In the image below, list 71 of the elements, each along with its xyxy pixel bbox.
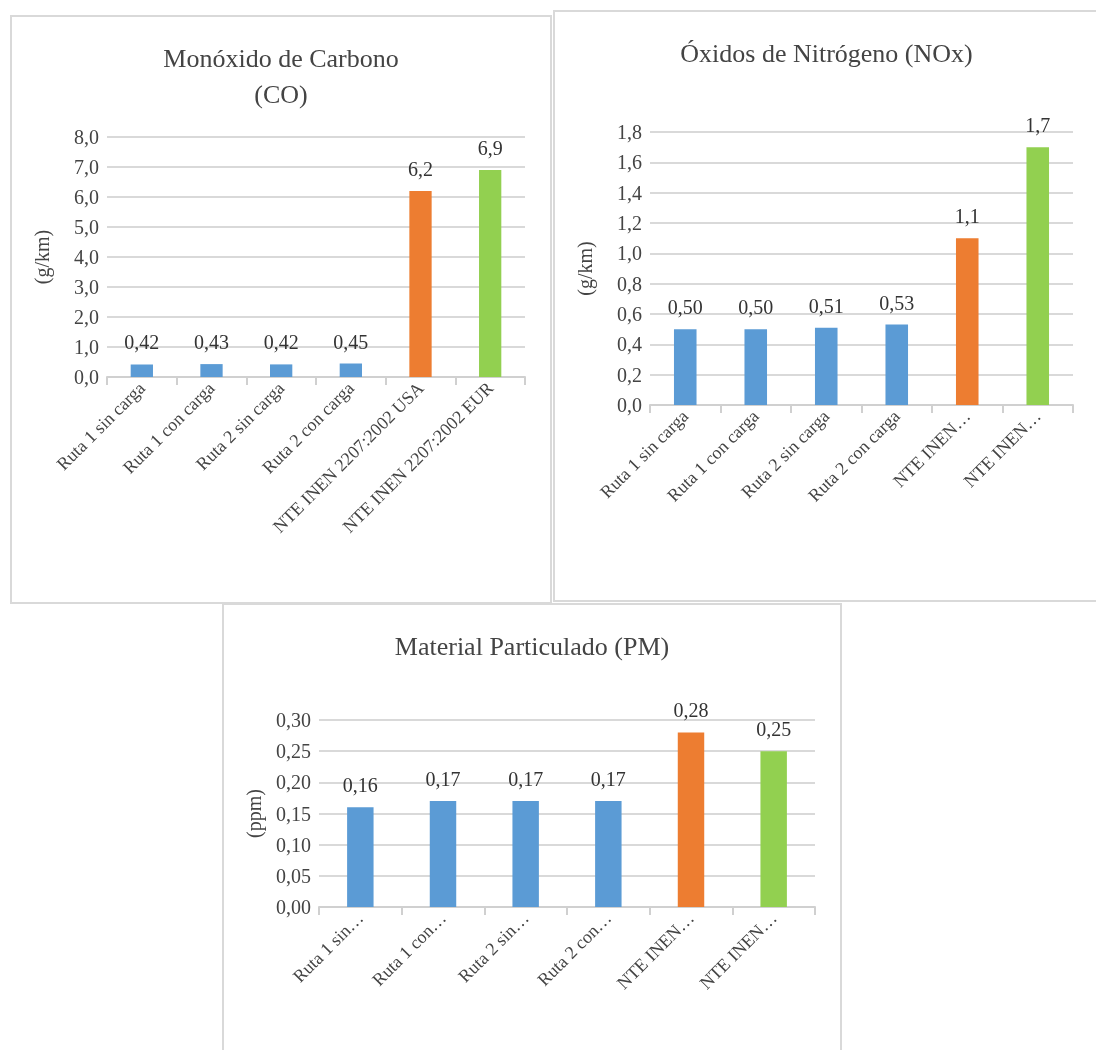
y-tick-label: 0,05 xyxy=(276,864,311,887)
bar xyxy=(595,801,622,907)
y-tick-label: 0,0 xyxy=(617,394,642,416)
y-tick-label: 0,0 xyxy=(74,366,99,388)
y-tick-label: 1,6 xyxy=(617,151,642,174)
bar xyxy=(760,751,787,907)
x-tick-label: Ruta 2 sin… xyxy=(454,907,533,987)
y-tick-label: 2,0 xyxy=(74,306,99,328)
bar xyxy=(429,801,457,907)
chart-title: Óxidos de Nitrógeno (NOx) xyxy=(680,38,973,68)
y-tick-label: 7,0 xyxy=(74,156,99,178)
y-axis-title: (g/km) xyxy=(31,229,54,285)
bar xyxy=(673,329,697,405)
y-tick-label: 0,15 xyxy=(276,802,311,825)
bar xyxy=(409,191,432,377)
bar xyxy=(130,364,153,377)
data-label: 0,17 xyxy=(590,768,626,791)
y-tick-label: 0,10 xyxy=(276,833,311,856)
y-tick-label: 0,30 xyxy=(276,709,311,731)
y-tick-label: 0,2 xyxy=(617,363,642,386)
y-tick-label: 0,6 xyxy=(617,303,642,325)
bar xyxy=(339,363,362,377)
bar xyxy=(955,238,979,405)
y-tick-label: 0,25 xyxy=(276,740,311,763)
y-tick-label: 8,0 xyxy=(74,126,99,148)
data-label: 0,25 xyxy=(756,718,792,741)
y-tick-label: 0,00 xyxy=(276,896,311,918)
bar xyxy=(512,801,539,907)
data-label: 0,51 xyxy=(808,294,844,317)
data-label: 0,16 xyxy=(342,774,378,797)
data-label: 1,7 xyxy=(1025,114,1051,137)
bar xyxy=(347,807,374,907)
data-label: 0,42 xyxy=(263,331,299,354)
data-label: 0,43 xyxy=(194,331,229,354)
data-label: 6,9 xyxy=(477,137,503,159)
data-label: 0,50 xyxy=(667,296,703,319)
data-label: 0,28 xyxy=(673,699,709,722)
y-tick-label: 4,0 xyxy=(74,246,99,268)
x-tick-label: Ruta 2 con… xyxy=(533,907,616,990)
bar xyxy=(677,732,705,907)
bar xyxy=(814,327,838,405)
data-label: 0,45 xyxy=(333,330,369,353)
y-tick-label: 1,4 xyxy=(617,181,642,204)
bar xyxy=(270,364,293,377)
y-tick-label: 3,0 xyxy=(74,276,99,298)
data-label: 1,1 xyxy=(954,205,980,228)
y-tick-label: 1,0 xyxy=(74,336,99,358)
bar xyxy=(885,324,909,405)
data-label: 0,17 xyxy=(508,768,544,791)
data-label: 6,2 xyxy=(408,158,433,180)
y-tick-label: 0,4 xyxy=(617,333,642,356)
y-tick-label: 6,0 xyxy=(74,186,99,208)
y-tick-label: 0,20 xyxy=(276,771,311,794)
chart-title: Material Particulado (PM) xyxy=(394,631,670,661)
x-tick-label: Ruta 1 con… xyxy=(368,907,451,990)
y-tick-label: 1,2 xyxy=(617,212,642,234)
y-tick-label: 1,8 xyxy=(617,121,642,143)
data-label: 0,50 xyxy=(738,296,774,319)
data-label: 0,42 xyxy=(124,331,160,354)
y-axis-title: (g/km) xyxy=(574,241,597,296)
chart-title: Monóxido de Carbono (CO) xyxy=(163,43,399,109)
y-tick-label: 1,0 xyxy=(617,242,642,265)
y-axis-title: (ppm) xyxy=(243,789,266,838)
y-tick-label: 0,8 xyxy=(617,272,642,295)
data-label: 0,53 xyxy=(879,291,915,314)
bar xyxy=(744,329,768,405)
bar xyxy=(1026,147,1050,405)
y-tick-label: 5,0 xyxy=(74,216,99,238)
bar xyxy=(200,364,223,377)
bar xyxy=(479,170,502,377)
data-label: 0,17 xyxy=(425,768,461,791)
